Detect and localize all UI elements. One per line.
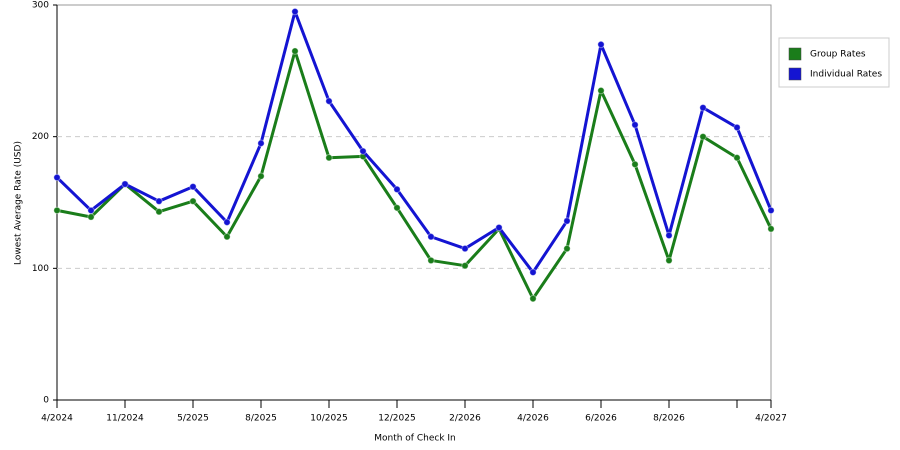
point: [325, 97, 333, 105]
point: [189, 183, 197, 191]
point: [665, 231, 673, 240]
point: [87, 206, 95, 215]
point: [631, 160, 639, 169]
legend-swatch: [788, 47, 802, 61]
x-tick-label: 8/2025: [245, 414, 277, 424]
x-tick-label: 5/2025: [177, 414, 209, 424]
x-tick-label: 12/2025: [378, 414, 415, 424]
point: [325, 154, 333, 162]
point: [53, 173, 61, 182]
point: [257, 139, 265, 147]
x-tick-label: 4/2027: [755, 414, 787, 424]
point: [427, 256, 435, 265]
point: [223, 218, 231, 226]
point: [733, 154, 741, 162]
x-axis-label: Month of Check In: [374, 434, 456, 444]
y-tick-label: 300: [32, 1, 49, 11]
point: [631, 121, 639, 129]
point: [393, 204, 401, 212]
y-tick-label: 100: [32, 264, 49, 274]
x-tick-label: 6/2026: [585, 414, 617, 424]
point: [155, 208, 163, 216]
point: [427, 233, 435, 241]
y-tick-label: 0: [43, 396, 49, 406]
point: [529, 294, 537, 303]
y-axis-label: Lowest Average Rate (USD): [14, 141, 24, 265]
point: [359, 147, 367, 155]
point: [53, 206, 61, 215]
point: [665, 256, 673, 265]
point: [767, 225, 775, 233]
y-tick-label: 200: [32, 132, 49, 142]
point: [767, 206, 775, 215]
point: [393, 185, 401, 194]
point: [733, 123, 741, 132]
point: [597, 40, 605, 49]
point: [529, 268, 537, 276]
point: [461, 244, 469, 253]
x-tick-label: 10/2025: [310, 414, 347, 424]
point: [257, 172, 265, 180]
point: [563, 244, 571, 253]
plot-frame: [56, 4, 772, 401]
x-tick-label: 4/2026: [517, 414, 549, 424]
point: [87, 213, 95, 221]
point: [597, 86, 605, 95]
series-line: [56, 49, 773, 301]
point: [223, 233, 231, 241]
x-tick-label: 2/2026: [449, 414, 481, 424]
point: [563, 217, 571, 225]
legend-label: Individual Rates: [810, 70, 882, 80]
x-tick-label: 11/2024: [106, 414, 144, 424]
point: [155, 197, 163, 205]
x-tick-label: 8/2026: [653, 414, 685, 424]
point: [699, 132, 707, 141]
series-line: [55, 10, 773, 274]
point: [699, 104, 707, 112]
point: [495, 223, 503, 232]
point: [121, 180, 129, 188]
point: [291, 47, 299, 55]
point: [189, 197, 197, 205]
point: [461, 262, 469, 270]
x-tick-label: 4/2024: [41, 414, 73, 424]
legend-label: Group Rates: [810, 50, 866, 60]
point: [291, 7, 299, 16]
legend-swatch: [788, 67, 802, 81]
